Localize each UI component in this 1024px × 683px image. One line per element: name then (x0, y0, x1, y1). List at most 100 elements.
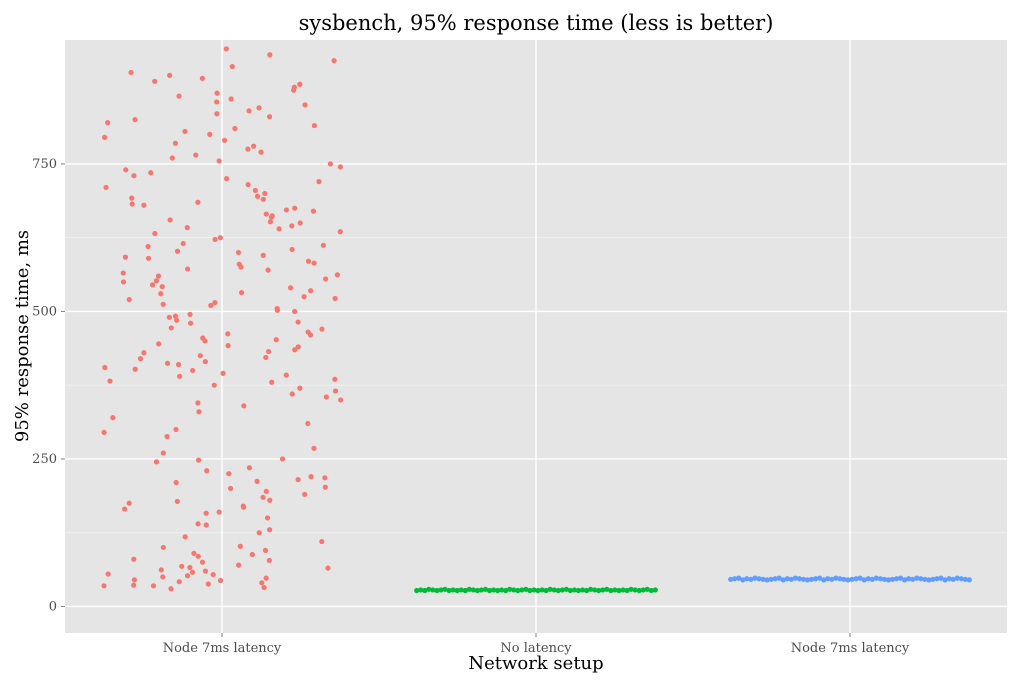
data-point (910, 576, 916, 582)
data-point (289, 391, 295, 397)
data-point (228, 96, 234, 102)
data-point (190, 367, 196, 374)
data-point (235, 249, 242, 256)
data-point (193, 152, 199, 158)
data-point (748, 576, 754, 582)
data-point (174, 317, 180, 323)
data-point (857, 575, 863, 581)
data-point (478, 587, 484, 593)
data-point (523, 586, 529, 592)
x-tick-label: Node 7ms latency (791, 641, 910, 656)
data-point (267, 52, 273, 58)
data-point (214, 111, 220, 117)
data-point (760, 576, 766, 582)
data-point (202, 568, 209, 574)
data-point (897, 575, 904, 581)
y-axis-ticks: 0 250 500 750 (32, 157, 65, 614)
data-point (756, 576, 762, 582)
data-point (297, 385, 303, 391)
data-point (825, 576, 831, 582)
data-point (906, 576, 912, 582)
y-tick-label: 750 (32, 157, 57, 172)
data-point (263, 354, 269, 361)
data-point (241, 403, 247, 409)
data-point (628, 586, 634, 592)
data-point (902, 577, 908, 583)
data-point (938, 575, 944, 581)
data-point (543, 587, 549, 594)
data-point (279, 456, 286, 462)
data-point (191, 550, 197, 556)
data-point (418, 587, 424, 593)
data-point (184, 573, 191, 579)
data-point (251, 143, 257, 149)
data-point (260, 252, 266, 258)
data-point (499, 587, 505, 593)
data-point (507, 586, 513, 592)
data-point (160, 301, 166, 307)
data-point (302, 491, 308, 497)
data-point (265, 348, 272, 355)
data-point (450, 587, 456, 593)
data-point (768, 576, 774, 582)
data-point (174, 498, 180, 505)
data-point (305, 420, 311, 427)
data-point (319, 538, 325, 545)
data-point (567, 587, 573, 594)
data-point (490, 587, 497, 593)
data-point (246, 108, 252, 114)
data-point (292, 308, 298, 315)
data-point (331, 58, 337, 64)
data-point (150, 583, 157, 589)
data-point (238, 289, 245, 296)
data-point (168, 586, 174, 592)
data-point (174, 248, 181, 254)
data-point (246, 465, 253, 471)
data-point (322, 484, 328, 490)
data-point (269, 379, 275, 385)
data-point (486, 587, 493, 594)
data-point (101, 134, 108, 140)
data-point (334, 272, 340, 278)
data-point (103, 184, 109, 191)
data-point (167, 217, 173, 223)
data-point (204, 468, 210, 474)
data-point (217, 235, 223, 241)
data-point (172, 313, 179, 319)
data-point (289, 246, 295, 253)
x-tick-label: Node 7ms latency (163, 641, 282, 656)
data-point (227, 485, 234, 492)
data-point (845, 577, 851, 583)
data-point (259, 580, 265, 586)
data-point (145, 255, 152, 261)
data-point (295, 476, 301, 483)
data-point (214, 90, 220, 96)
data-point (482, 586, 489, 592)
data-point (616, 587, 622, 594)
data-point (877, 576, 883, 582)
data-point (583, 587, 590, 594)
data-point (128, 69, 134, 76)
data-point (796, 576, 803, 582)
data-point (187, 564, 193, 571)
data-point (197, 353, 203, 359)
data-point (305, 329, 311, 335)
data-point (131, 556, 137, 562)
data-point (110, 415, 116, 421)
data-point (295, 319, 301, 325)
data-point (869, 576, 875, 582)
data-point (310, 208, 317, 214)
data-point (195, 553, 201, 559)
data-point (636, 587, 642, 594)
data-point (531, 587, 537, 593)
data-point (182, 534, 188, 540)
data-point (158, 291, 164, 297)
data-point (474, 587, 480, 594)
data-point (283, 207, 290, 213)
data-point (148, 170, 154, 176)
data-point (132, 366, 138, 372)
data-point (325, 565, 331, 571)
data-point (102, 364, 108, 371)
data-point (740, 577, 746, 583)
data-point (503, 587, 509, 594)
